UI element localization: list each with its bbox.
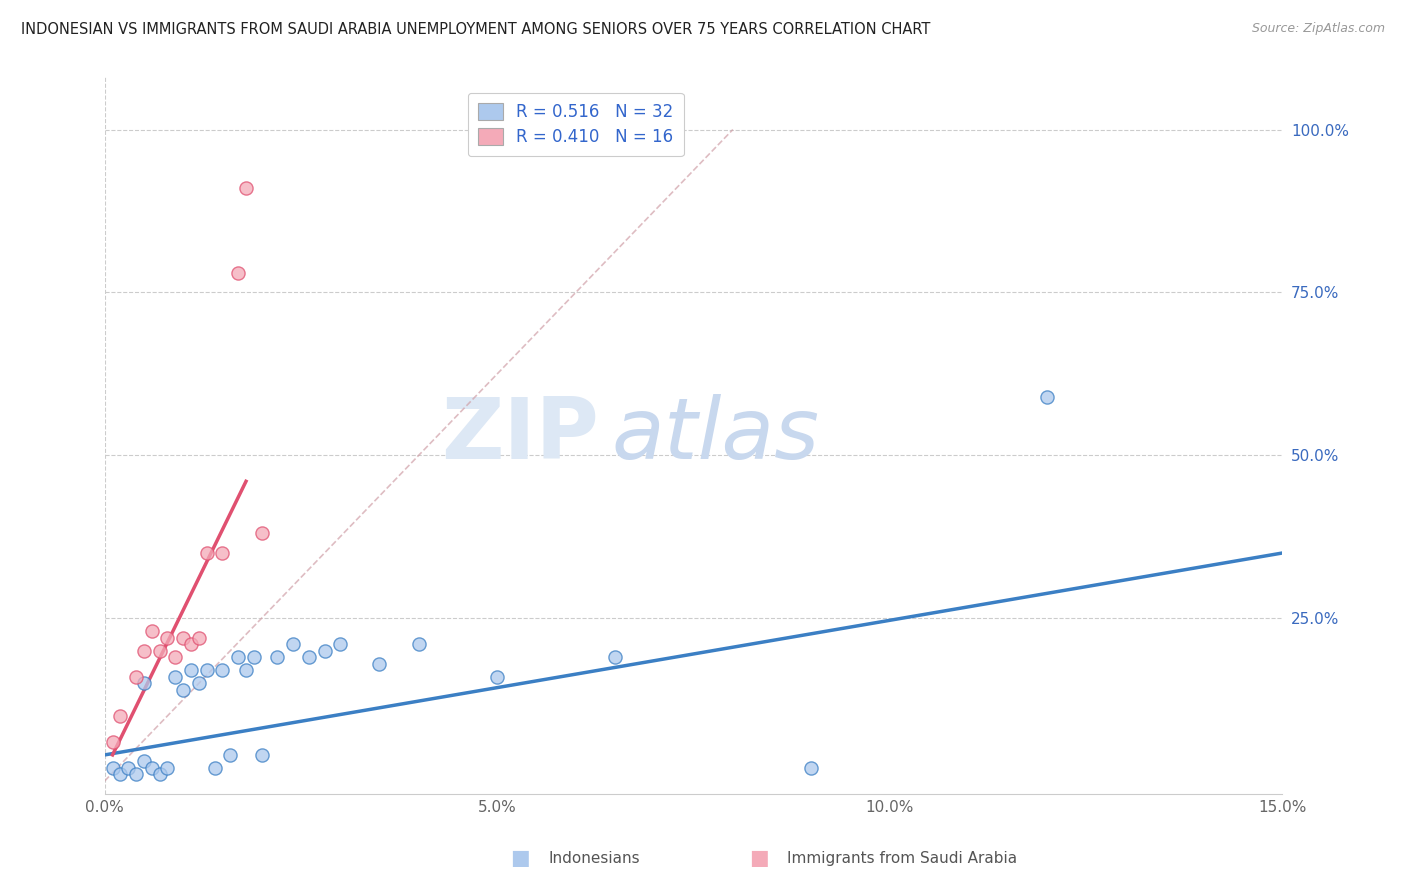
Point (125, 767, 148, 781)
Point (132, 643, 155, 657)
Text: atlas: atlas (612, 394, 820, 477)
Point (408, 637, 430, 651)
Point (141, 761, 163, 775)
Text: Source: ZipAtlas.com: Source: ZipAtlas.com (1251, 22, 1385, 36)
Point (195, 546, 218, 560)
Point (187, 676, 209, 690)
Point (117, 761, 139, 775)
Point (298, 650, 321, 665)
Point (132, 755, 155, 769)
Point (165, 650, 187, 665)
Point (250, 747, 273, 762)
Point (156, 761, 179, 775)
Point (101, 735, 124, 749)
Point (141, 624, 163, 639)
Text: ■: ■ (510, 848, 530, 868)
Point (211, 546, 233, 560)
Text: Immigrants from Saudi Arabia: Immigrants from Saudi Arabia (787, 851, 1018, 865)
Text: ZIP: ZIP (441, 394, 599, 477)
Point (281, 637, 304, 651)
Point (235, 181, 257, 195)
Point (172, 682, 194, 697)
Point (132, 676, 155, 690)
Point (1036, 390, 1059, 404)
Point (101, 761, 124, 775)
Point (800, 761, 823, 775)
Point (149, 643, 172, 657)
Legend: R = 0.516   N = 32, R = 0.410   N = 16: R = 0.516 N = 32, R = 0.410 N = 16 (468, 93, 683, 156)
Point (603, 650, 626, 665)
Point (172, 631, 194, 645)
Point (368, 657, 391, 671)
Point (486, 670, 509, 684)
Point (204, 761, 226, 775)
Point (195, 663, 218, 677)
Point (156, 631, 179, 645)
Point (149, 767, 172, 781)
Point (266, 650, 288, 665)
Point (219, 747, 242, 762)
Point (243, 650, 266, 665)
Point (314, 643, 336, 657)
Text: ■: ■ (749, 848, 769, 868)
Point (165, 670, 187, 684)
Point (125, 670, 148, 684)
Point (250, 526, 273, 541)
Point (180, 637, 202, 651)
Text: Indonesians: Indonesians (548, 851, 640, 865)
Point (226, 266, 249, 280)
Point (110, 709, 132, 723)
Point (110, 767, 132, 781)
Point (226, 650, 249, 665)
Point (235, 663, 257, 677)
Point (180, 663, 202, 677)
Point (329, 637, 352, 651)
Point (187, 631, 209, 645)
Text: INDONESIAN VS IMMIGRANTS FROM SAUDI ARABIA UNEMPLOYMENT AMONG SENIORS OVER 75 YE: INDONESIAN VS IMMIGRANTS FROM SAUDI ARAB… (21, 22, 931, 37)
Point (211, 663, 233, 677)
